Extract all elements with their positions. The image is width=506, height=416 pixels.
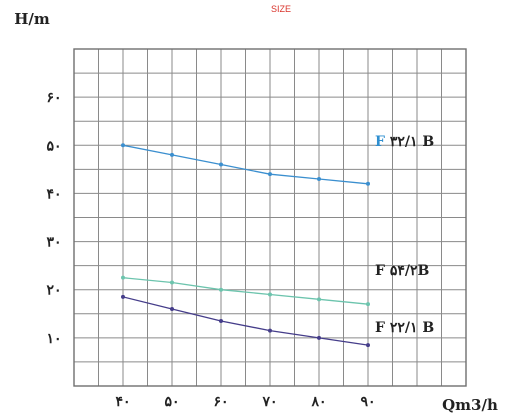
y-axis-title: H/m [14, 10, 50, 28]
series-label: F ۲۲/۱ B [375, 320, 434, 336]
series-line [122, 144, 369, 185]
data-point [317, 335, 321, 340]
y-tick-label: ۲۰ [46, 283, 61, 299]
data-point [219, 287, 223, 292]
data-point [170, 280, 174, 285]
data-point [317, 297, 321, 302]
series-label: F ۵۴/۲B [375, 263, 429, 279]
data-point [121, 275, 125, 280]
y-tick-label: ۳۰ [46, 235, 61, 251]
series-label: F ۳۲/۱ B [375, 134, 434, 150]
series-label-text: ۳۲/۱ B [385, 134, 434, 150]
x-tick-label: ۶۰ [213, 394, 228, 410]
series-label-text: ۲۲/۱ B [385, 320, 434, 336]
data-point [170, 152, 174, 157]
series-labels: F ۳۲/۱ BF ۵۴/۲BF ۲۲/۱ B [375, 134, 434, 336]
series-line [122, 277, 369, 305]
series-label-prefix: F [375, 320, 385, 336]
chart-title: SIZE [271, 4, 291, 14]
data-point [219, 319, 223, 324]
plot-frame [73, 48, 467, 387]
grid [74, 49, 466, 386]
series-label-prefix: F [375, 134, 385, 150]
x-tick-label: ۹۰ [360, 394, 375, 410]
series-label-text: ۵۴/۲B [385, 263, 430, 279]
data-point [219, 162, 223, 167]
data-point [268, 172, 272, 177]
y-tick-label: ۵۰ [46, 138, 61, 154]
data-point [121, 294, 125, 299]
data-point [268, 328, 272, 333]
x-tick-label: ۸۰ [310, 394, 326, 410]
data-point [366, 343, 370, 348]
data-point [366, 302, 370, 307]
series-line [122, 296, 369, 346]
x-tick-label: ۵۰ [164, 394, 179, 410]
data-point [317, 176, 321, 181]
data-point [170, 306, 174, 311]
tick-labels: ۴۰ ۵۰ ۶۰ ۷۰ ۸۰ ۹۰ ۱۰ ۲۰ ۳۰ ۴۰ ۵۰ ۶۰ [46, 90, 375, 410]
series-lines [121, 143, 370, 348]
y-tick-label: ۶۰ [46, 90, 61, 106]
x-axis-title: Qm3/h [442, 396, 498, 414]
y-tick-label: ۱۰ [46, 331, 61, 347]
data-point [121, 143, 125, 148]
x-tick-label: ۴۰ [115, 394, 130, 410]
y-tick-label: ۴۰ [46, 186, 61, 202]
data-point [366, 181, 370, 186]
x-tick-label: ۷۰ [261, 394, 277, 410]
data-point [268, 292, 272, 297]
series-label-prefix: F [375, 263, 385, 279]
